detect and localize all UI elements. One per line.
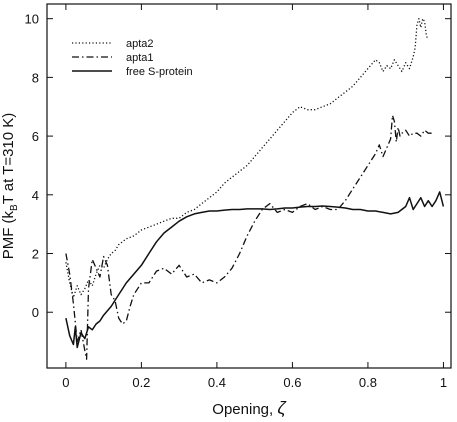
x-tick-label: 0.8 [359,375,377,390]
plot-frame [46,3,452,369]
y-tick-label: 4 [32,188,39,203]
series-lines [65,18,445,360]
series-line-free-s-protein [65,191,445,349]
y-tick-label: 0 [32,305,39,320]
legend-label: free S-protein [126,66,193,78]
y-axis-label: PMF (kBT at T=310 K) [0,113,20,260]
legend: apta2 apta1 free S-protein [72,38,193,78]
series-line-apta1 [65,114,433,360]
legend-label: apta1 [126,52,154,64]
x-tick-label: 1 [440,375,447,390]
y-tick-label: 8 [32,70,39,85]
x-tick-label: 0 [62,375,69,390]
y-tick-label: 6 [32,129,39,144]
x-tick-label: 0.2 [132,375,150,390]
x-tick-label: 0.6 [283,375,301,390]
x-axis-label: Opening, ζ [212,398,287,418]
y-tick-label: 2 [32,247,39,262]
legend-label: apta2 [126,38,154,50]
x-tick-label: 0.4 [208,375,226,390]
y-tick-label: 10 [25,12,39,27]
series-line-apta2 [65,18,429,299]
